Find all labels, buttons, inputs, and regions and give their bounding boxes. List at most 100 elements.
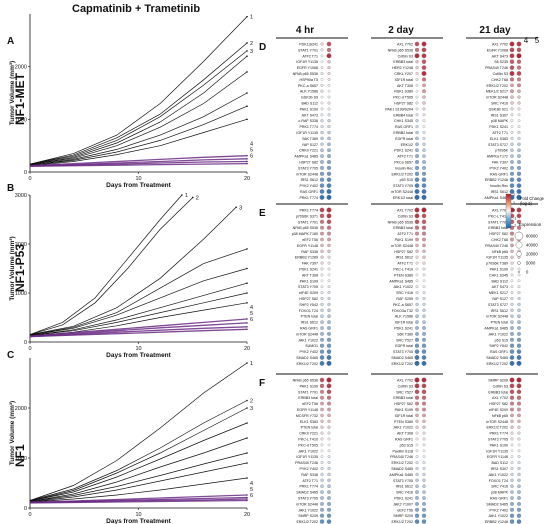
panel-e-protein-label: STAT1 Y701 <box>298 220 318 224</box>
panel-f-fold-dot <box>320 395 324 400</box>
panel-e-protein-label: ATF2 T71 <box>397 232 413 236</box>
panel-f-fold-dot <box>517 461 521 465</box>
panel-e-fold-dot <box>422 320 426 324</box>
panel-f-protein-label: Cofilin S3 <box>493 384 508 388</box>
panel-d-protein-label: ERK1/2 total <box>393 196 413 200</box>
panel-b-series-line <box>29 194 183 335</box>
panel-e-fold-dot <box>510 273 514 277</box>
panel-d-fold-dot <box>421 53 427 59</box>
panel-d-protein-label: IGF1R Y1135 <box>296 131 318 135</box>
panel-d-protein-label: p70S6K <box>495 149 508 153</box>
fold-change-tick-label: 0 <box>513 209 515 213</box>
panel-c-series-line <box>29 499 248 504</box>
panel-d-protein-label: PDK1|S241 <box>299 43 318 47</box>
panel-f-fold-dot <box>422 484 426 488</box>
panel-a-series-point <box>246 15 248 18</box>
panel-a-series-line <box>29 16 248 165</box>
panel-e-fold-dot <box>517 273 521 277</box>
panel-b-series-point <box>246 318 248 320</box>
panel-d-fold-dot <box>319 194 325 200</box>
panel-d-fold-dot <box>510 83 514 88</box>
panel-d-protein-label: IRS1 S612 <box>301 178 318 182</box>
panel-d-protein-label: PRK1 T774 <box>299 196 318 200</box>
panel-f-protein-label: ERK1/2 T202 <box>391 461 413 465</box>
panel-f-fold-dot <box>415 419 419 423</box>
panel-c-x-tick-label: 0 <box>28 512 31 518</box>
panel-e-fold-dot <box>415 314 419 318</box>
expression-legend-circle <box>516 251 522 257</box>
panel-d-fold-dot <box>415 60 419 64</box>
panel-a-y-axis-label: Tumor Volume (mm³) <box>9 61 16 125</box>
panel-e-fold-dot <box>510 249 514 253</box>
panel-d-protein-label: S6 S235 <box>494 60 508 64</box>
panel-c-series-point <box>246 462 248 464</box>
panel-d-fold-dot <box>421 71 427 76</box>
panel-d-fold-dot <box>320 142 324 146</box>
panel-f-protein-label: PRAS40 T246 <box>390 455 413 459</box>
panel-f-fold-dot <box>510 507 514 512</box>
panel-letter-c: C <box>7 350 15 361</box>
panel-a-series-line <box>29 42 248 165</box>
panel-d-fold-dot <box>414 177 420 182</box>
panel-d-fold-dot <box>414 53 420 59</box>
panel-f-protein-label: BAD S112 <box>491 461 508 465</box>
panel-d-fold-dot <box>516 183 522 188</box>
panel-f-fold-dot <box>422 472 426 476</box>
panel-d-fold-dot <box>327 60 331 64</box>
panel-d-protein-label: NFkB p65 S536 <box>388 48 413 52</box>
panel-a-series-point <box>246 42 248 44</box>
panel-f-fold-dot <box>320 413 324 418</box>
panel-e-protein-label: HSP27 S82 <box>394 250 413 254</box>
fold-change-tick-label: -2 <box>513 224 516 228</box>
panel-c-series-line <box>29 477 248 503</box>
panel-e-fold-dot <box>517 296 521 301</box>
panel-d-protein-label: EGFR Y1068 <box>297 66 318 70</box>
panel-d-fold-dot <box>510 119 514 123</box>
panel-d-fold-dot <box>326 165 332 170</box>
panel-d-fold-dot <box>517 95 521 99</box>
panel-d-fold-dot <box>422 142 426 146</box>
panel-e-fold-dot <box>517 302 521 307</box>
panel-e-protein-label: SRC Y527 <box>396 338 413 342</box>
panel-d-fold-dot <box>320 72 324 75</box>
panel-e-protein-label: RAF S338 <box>301 250 318 254</box>
panel-e-fold-dot <box>415 279 419 283</box>
panel-f-fold-dot <box>320 425 324 429</box>
panel-f-fold-dot <box>517 413 521 418</box>
panel-e-fold-dot <box>414 355 420 360</box>
panel-a-x-tick-label: 10 <box>135 176 141 182</box>
panel-e-protein-label: RAS GRF1 <box>300 327 318 331</box>
panel-f-fold-dot <box>517 466 521 471</box>
fold-change-tick-label: -1 <box>513 216 516 220</box>
panel-c-x-tick-label: 20 <box>244 512 250 518</box>
panel-e-fold-dot <box>509 355 515 360</box>
panel-b-line-label: 6 <box>250 317 253 323</box>
panel-e-fold-dot <box>517 331 521 336</box>
panel-f-fold-dot <box>415 407 419 412</box>
panel-f-fold-dot <box>422 501 426 506</box>
panel-f-protein-label: PYK2 Y402 <box>489 508 508 512</box>
panel-a-line-label: 6 <box>250 154 253 160</box>
panel-e-fold-dot <box>422 255 426 259</box>
expression-legend-title: Expression <box>519 222 542 227</box>
panel-f-fold-dot <box>510 449 514 453</box>
panel-d-fold-dot <box>517 77 521 82</box>
panel-d-fold-dot <box>415 136 419 141</box>
panel-d-fold-dot <box>509 183 515 188</box>
panel-f-fold-dot <box>320 472 324 476</box>
panel-d-fold-dot <box>414 183 420 188</box>
panel-f-protein-label: IGF1R Y1135 <box>296 455 318 459</box>
panel-b-y-tick-label: 2000 <box>15 242 27 248</box>
panel-d-fold-dot <box>509 59 515 64</box>
panel-d-protein-label: Insulin Rec <box>490 184 508 188</box>
panel-d-fold-dot <box>509 189 515 194</box>
panel-f-fold-dot <box>327 425 331 429</box>
panel-a-line-label: 5 <box>250 148 253 154</box>
panel-b-line-label: 3 <box>239 205 242 211</box>
expression-legend-label: 0 <box>526 270 529 275</box>
panel-b-series-line <box>29 328 248 338</box>
panel-e-fold-dot <box>510 302 514 306</box>
panel-e-fold-dot <box>414 360 420 366</box>
panel-a-series-point <box>246 162 248 165</box>
panel-d-fold-dot <box>326 189 332 194</box>
